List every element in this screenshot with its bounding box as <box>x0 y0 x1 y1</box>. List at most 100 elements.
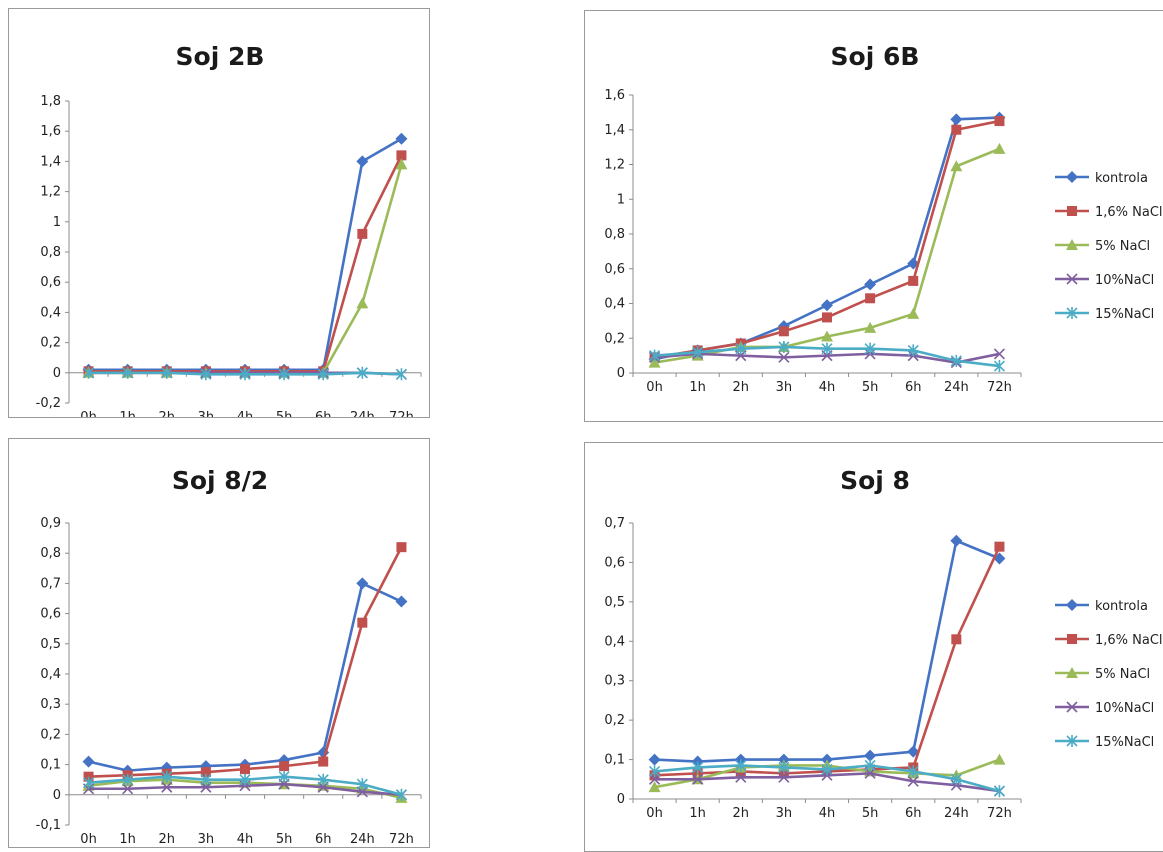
y-tick-label: -0,2 <box>36 396 61 411</box>
series-5 <box>82 770 408 801</box>
chart-title: Soj 8 <box>840 466 910 495</box>
y-tick-label: 0,2 <box>604 713 625 728</box>
x-tick-label: 72h <box>389 832 414 847</box>
series-line <box>88 546 403 778</box>
legend-marker <box>1066 735 1078 747</box>
legend-marker <box>1066 701 1078 713</box>
chart-panel-soj-6b: Soj 6B 0 0,2 0,4 0,6 0,8 1 1,2 1,4 1,6 0h 1h 2h 3h 4h 5… <box>584 10 1163 422</box>
data-point <box>692 773 704 785</box>
data-point <box>735 771 747 783</box>
data-point <box>821 342 833 355</box>
chart-panel-soj-8: Soj 8 0 0,1 0,2 0,3 0,4 0,5 0,6 0,7 0h 1h 2h 3h 4h 5h 6… <box>584 442 1163 852</box>
series-1 <box>82 132 408 376</box>
data-point <box>278 368 290 381</box>
x-tick-label: 3h <box>776 380 793 395</box>
y-tick-label: 1 <box>617 192 625 207</box>
y-tick-label: 0,2 <box>40 336 61 351</box>
x-tick-label: 2h <box>733 806 750 821</box>
y-tick-label: 1,4 <box>604 123 625 138</box>
y-tick-label: 0,4 <box>604 634 625 649</box>
data-point <box>907 775 919 787</box>
legend-item: 1,6% NaCl <box>1055 205 1163 220</box>
series-line <box>88 154 403 373</box>
y-tick-label: 0,1 <box>40 758 61 773</box>
data-point <box>279 761 290 772</box>
line-chart-soj-8-2: Soj 8/2 -0,1 0 0,1 0,2 0,3 0,4 0,5 0,6 0,7 0,8 0,9 0… <box>36 466 422 847</box>
data-point <box>122 366 134 379</box>
x-tick-label: 24h <box>350 410 375 418</box>
data-point <box>356 155 369 168</box>
data-point <box>648 781 661 793</box>
data-point <box>951 124 962 135</box>
x-tick-label: 4h <box>237 410 254 418</box>
data-point <box>395 132 408 145</box>
y-tick-label: 0 <box>53 788 61 803</box>
series-line <box>654 539 1000 763</box>
x-tick-label: 0h <box>646 806 663 821</box>
y-tick-label: 1 <box>53 215 61 230</box>
data-point <box>161 781 173 793</box>
x-tick-label: 1h <box>119 410 136 418</box>
y-tick-label: 0,4 <box>40 305 61 320</box>
data-point <box>82 776 95 789</box>
series-3 <box>648 142 1006 368</box>
data-point <box>356 577 369 590</box>
legend-label: kontrola <box>1095 171 1148 186</box>
x-tick-label: 1h <box>119 832 136 847</box>
x-tick-label: 5h <box>276 832 293 847</box>
data-point <box>692 346 704 359</box>
x-tick-label: 5h <box>862 380 879 395</box>
y-tick-label: 0,6 <box>40 275 61 290</box>
data-point <box>648 753 661 766</box>
series-2 <box>649 116 1005 363</box>
y-tick-label: 0,8 <box>40 245 61 260</box>
data-point <box>778 351 790 363</box>
x-tick-label: 6h <box>315 410 332 418</box>
x-tick-label: 4h <box>237 832 254 847</box>
data-point <box>356 297 369 309</box>
series-1 <box>82 577 408 777</box>
data-point <box>396 150 407 161</box>
x-tick-label: 3h <box>198 410 215 418</box>
y-tick-label: 0,3 <box>40 697 61 712</box>
chart-title: Soj 6B <box>831 42 920 71</box>
y-tick-label: 0,5 <box>40 637 61 652</box>
data-point <box>993 785 1006 798</box>
x-tick-label: 6h <box>905 806 922 821</box>
y-tick-label: 0,8 <box>604 227 625 242</box>
y-tick-label: 0,1 <box>604 753 625 768</box>
data-point <box>83 771 94 782</box>
data-point <box>648 773 661 785</box>
y-tick-label: 0,6 <box>604 555 625 570</box>
data-point <box>395 595 408 608</box>
data-point <box>907 765 919 778</box>
x-tick-label: 4h <box>819 380 836 395</box>
series-5 <box>648 759 1006 798</box>
data-point <box>692 761 704 774</box>
x-tick-label: 1h <box>689 806 706 821</box>
line-chart-soj-2b: Soj 2B -0,2 0 0,2 0,4 0,6 0,8 1 1,2 1,4 1,6 1,8 0h 1h… <box>36 42 422 418</box>
series-5 <box>82 366 408 381</box>
line-chart-soj-8: Soj 8 0 0,1 0,2 0,3 0,4 0,5 0,6 0,7 0h 1h 2h 3h 4h 5h 6… <box>604 466 1163 821</box>
x-tick-label: 1h <box>689 380 706 395</box>
legend-marker <box>1066 667 1078 678</box>
y-tick-label: 0,8 <box>40 546 61 561</box>
legend-label: 5% NaCl <box>1095 239 1150 254</box>
chart-panel-soj-8-2: Soj 8/2 -0,1 0 0,1 0,2 0,3 0,4 0,5 0,6 0,7 0,8 0,9 0… <box>8 438 430 848</box>
data-point <box>200 767 211 778</box>
data-point <box>357 228 368 239</box>
x-tick-label: 24h <box>350 832 375 847</box>
data-point <box>396 542 407 553</box>
data-point <box>950 773 962 786</box>
data-point <box>200 368 212 381</box>
legend-item: 1,6% NaCl <box>1055 633 1163 648</box>
x-tick-label: 0h <box>80 410 97 418</box>
y-tick-label: 0,3 <box>604 674 625 689</box>
data-point <box>161 366 173 379</box>
y-tick-label: 0,2 <box>604 331 625 346</box>
data-point <box>907 307 920 319</box>
data-point <box>994 116 1005 127</box>
legend-item: 5% NaCl <box>1055 667 1150 682</box>
data-point <box>778 326 789 337</box>
y-tick-label: 1,6 <box>604 88 625 103</box>
